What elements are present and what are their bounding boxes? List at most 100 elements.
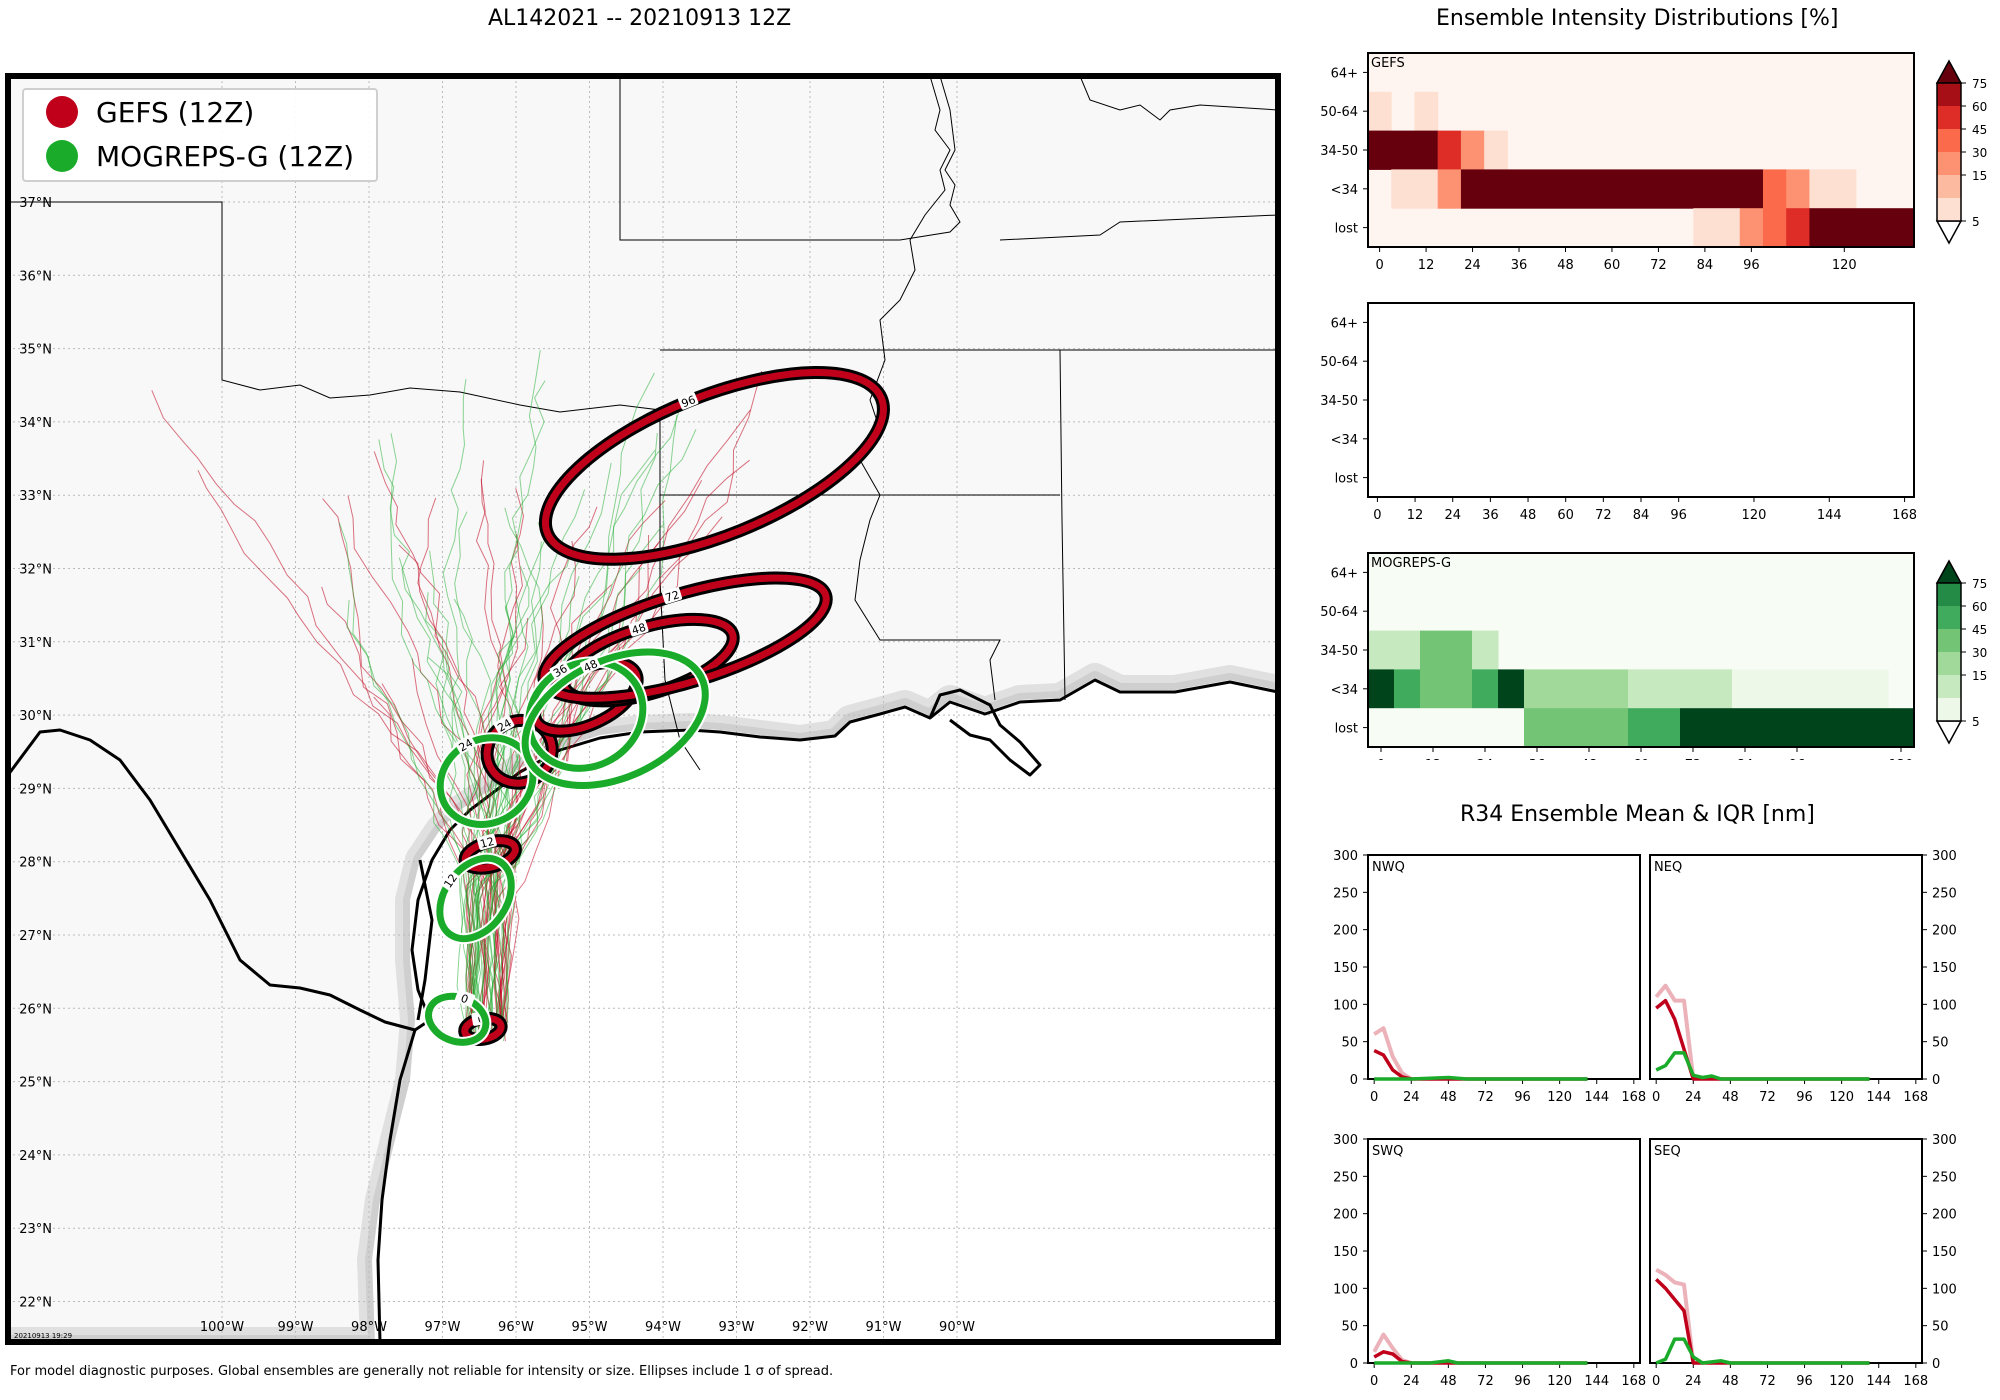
- coastline: [8, 678, 1278, 1342]
- colorbar-min-arrow: [1935, 720, 1963, 745]
- x-tick-label: 0: [1652, 1090, 1660, 1105]
- x-tick-label: 120: [1889, 758, 1914, 760]
- colorbar-tick-label: 30: [1972, 646, 1987, 660]
- longitude-label: 92°W: [792, 1320, 828, 1335]
- state-border: [999, 214, 1278, 241]
- coastline-segment: [416, 859, 434, 1021]
- y-tick-label: 100: [1333, 998, 1358, 1013]
- x-tick-label: 144: [1817, 508, 1842, 523]
- intensity-distributions: GEFS 64+ 50-64 34-50 <34 lost 0 12 24 36 48 60 72 84 9…: [1320, 52, 1987, 760]
- colorbar-tick-label: 5: [1972, 715, 1980, 729]
- mogreps-marker-icon: [46, 140, 78, 172]
- state-border: [854, 76, 1001, 701]
- x-tick-label: 72: [1595, 508, 1612, 523]
- ellipse-hour-label: 12: [479, 835, 496, 851]
- intensity-category-label: <34: [1331, 183, 1358, 198]
- latitude-label: 28°N: [19, 856, 52, 871]
- intensity-category-label: 34-50: [1320, 144, 1358, 159]
- longitude-label: 100°W: [200, 1320, 244, 1335]
- x-tick-label: 0: [1375, 258, 1383, 273]
- y-tick-label: 300: [1932, 849, 1957, 864]
- colorbar-tick-label: 75: [1972, 77, 1987, 91]
- latitude-label: 31°N: [19, 636, 52, 651]
- colorbar-tick-label: 5: [1972, 215, 1980, 229]
- longitude-label: 91°W: [866, 1320, 902, 1335]
- longitude-label: 99°W: [278, 1320, 314, 1335]
- heatmap-cell: [1368, 91, 1392, 132]
- colorbar-min-arrow: [1935, 220, 1963, 245]
- colorbar-segment: [1937, 583, 1961, 606]
- colorbar-segment: [1937, 698, 1961, 721]
- x-tick-label: 48: [1557, 258, 1574, 273]
- x-tick-label: 84: [1633, 508, 1650, 523]
- x-tick-label: 36: [1511, 258, 1528, 273]
- y-tick-label: 100: [1333, 1282, 1358, 1297]
- colorbar-tick-label: 75: [1972, 577, 1987, 591]
- y-tick-label: 200: [1932, 1208, 1957, 1223]
- r34-panel-frame: [1649, 854, 1923, 1080]
- x-tick-label: 48: [1520, 508, 1537, 523]
- intensity-panel-empty: 64+ 50-64 34-50 <34 lost 0 12 24 36 48 60 72 84 96 120…: [1320, 302, 1917, 523]
- heatmap-cell: [1368, 130, 1439, 170]
- ensemble-track: [321, 586, 472, 1029]
- heatmap-cell: [1786, 169, 1810, 209]
- colorbar-segment: [1937, 606, 1961, 629]
- y-tick-label: 300: [1333, 1133, 1358, 1148]
- x-tick-label: 120: [1829, 1374, 1854, 1389]
- heatmap-cell: [1809, 208, 1915, 248]
- y-tick-label: 50: [1932, 1036, 1949, 1051]
- intensity-category-label: 64+: [1331, 66, 1358, 81]
- coastline-segment: [410, 678, 1278, 1021]
- gulf-of-mexico-water: [8, 663, 1278, 1342]
- intensity-panel-mogreps: MOGREPS-G 64+ 50-64 34-50 <34 lost 0 12 24 36 48 60…: [1320, 552, 1915, 760]
- mogreps-mean-line: [1655, 1051, 1870, 1081]
- x-tick-label: 48: [1581, 758, 1598, 760]
- latitude-label: 36°N: [19, 269, 52, 284]
- latitude-label: 33°N: [19, 489, 52, 504]
- colorbar-segment: [1937, 175, 1961, 198]
- ellipse-label-bg: [549, 660, 571, 680]
- r34-panel-frame: [1367, 854, 1641, 1080]
- ellipse-label-bg: [454, 989, 476, 1007]
- ellipse-hour-label: 48: [630, 621, 647, 638]
- x-tick-label: 0: [1373, 508, 1381, 523]
- panel-frame: [1367, 302, 1915, 498]
- ellipse-hour-label: 0: [459, 992, 470, 1007]
- x-tick-label: 24: [1477, 758, 1494, 760]
- latitude-label: 25°N: [19, 1076, 52, 1091]
- latitude-label: 32°N: [19, 563, 52, 578]
- heatmap-cell: [1472, 669, 1499, 709]
- intensity-category-label: lost: [1335, 722, 1358, 737]
- gefs-iqr-line: [1654, 983, 1696, 1080]
- ellipse-label-bg: [579, 656, 601, 675]
- ellipse-hour-label: 24: [495, 716, 514, 734]
- heatmap-cell: [1484, 130, 1508, 170]
- intensity-category-label: <34: [1331, 433, 1358, 448]
- y-tick-label: 100: [1932, 998, 1957, 1013]
- heatmap-cell: [1732, 669, 1889, 709]
- x-tick-label: 72: [1685, 758, 1702, 760]
- y-tick-label: 250: [1932, 1170, 1957, 1185]
- x-tick-label: 168: [1903, 1374, 1928, 1389]
- map-legend: GEFS (12Z) MOGREPS-G (12Z): [22, 88, 378, 182]
- x-tick-label: 48: [1440, 1374, 1457, 1389]
- x-tick-label: 168: [1903, 1090, 1928, 1105]
- x-tick-label: 72: [1759, 1374, 1776, 1389]
- colorbar-tick-label: 15: [1972, 169, 1987, 183]
- heatmap-cell: [1420, 630, 1473, 670]
- r34-panel-frame: [1367, 1138, 1641, 1364]
- legend-item-gefs: GEFS (12Z): [24, 90, 376, 134]
- longitude-label: 95°W: [572, 1320, 608, 1335]
- x-tick-label: 12: [1425, 758, 1442, 760]
- heatmap-cell: [1472, 630, 1499, 670]
- y-tick-label: 150: [1333, 1245, 1358, 1260]
- intensity-category-label: 64+: [1331, 316, 1358, 331]
- latitude-labels: 22°N 23°N 24°N 25°N 26°N 27°N 28°N 29°N 30°N 31°N…: [19, 196, 52, 1311]
- gulf-water: [8, 678, 1278, 1342]
- quadrant-label: SEQ: [1654, 1144, 1681, 1159]
- r34-panel-swq: SWQ 0 50 100 150 200 250 300 0 24 48 72 96 120 144 168: [1333, 1133, 1646, 1389]
- ellipse-label-bg: [628, 619, 649, 637]
- ensemble-track: [429, 550, 474, 1025]
- x-tick-label: 24: [1464, 258, 1481, 273]
